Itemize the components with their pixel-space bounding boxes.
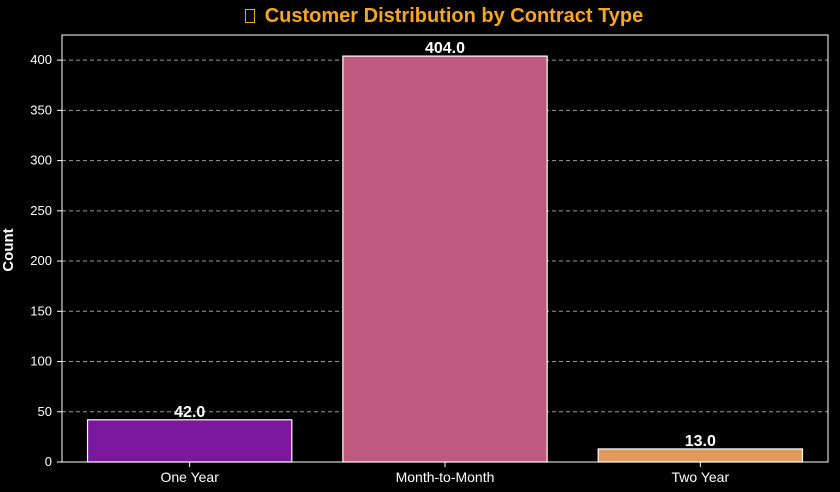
bar — [86, 419, 293, 463]
y-tick-label: 250 — [30, 203, 52, 218]
y-tick-label: 0 — [45, 454, 52, 469]
missing-glyph-icon — [244, 9, 255, 23]
y-tick-label: 200 — [30, 253, 52, 268]
chart-title: Customer Distribution by Contract Type — [0, 5, 840, 28]
y-axis-label: Count — [0, 228, 17, 271]
bar — [597, 448, 804, 463]
y-tick-label: 300 — [30, 153, 52, 168]
y-tick-label: 400 — [30, 52, 52, 67]
x-tick-label: Month-to-Month — [396, 469, 495, 485]
bar-value-label: 404.0 — [425, 40, 465, 57]
x-tick-label: One Year — [160, 469, 219, 485]
y-tick-label: 150 — [30, 303, 52, 318]
chart-title-text: Customer Distribution by Contract Type — [264, 5, 644, 27]
y-tick-label: 100 — [30, 354, 52, 369]
bar — [342, 55, 548, 463]
x-tick-label: Two Year — [672, 469, 730, 485]
plot-frame — [61, 34, 829, 463]
bar-value-label: 13.0 — [685, 433, 716, 450]
bar-value-label: 42.0 — [174, 404, 205, 421]
y-tick-label: 50 — [38, 404, 52, 419]
y-tick-label: 350 — [30, 102, 52, 117]
